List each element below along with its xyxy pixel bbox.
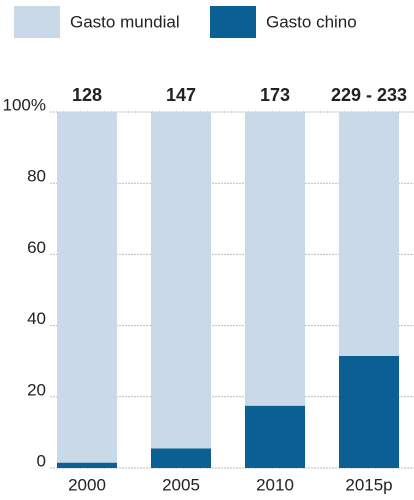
y-tick-label: 0 bbox=[37, 451, 46, 470]
bar-segment bbox=[339, 112, 399, 356]
bar-segment bbox=[245, 405, 305, 468]
y-tick-label: 20 bbox=[27, 380, 46, 399]
bar-label: 173 bbox=[260, 85, 290, 105]
bar-segment bbox=[339, 355, 399, 468]
legend-swatch bbox=[210, 6, 256, 38]
bar-segment bbox=[151, 448, 211, 468]
y-tick-label: 80 bbox=[27, 167, 46, 186]
legend-label: Gasto chino bbox=[266, 12, 357, 31]
bar-segment bbox=[151, 112, 211, 449]
bar-label: 147 bbox=[166, 85, 196, 105]
bar-label: 128 bbox=[72, 85, 102, 105]
x-tick-label: 2005 bbox=[162, 475, 200, 494]
bar-label: 229 - 233 bbox=[331, 85, 407, 105]
x-tick-label: 2000 bbox=[68, 475, 106, 494]
x-tick-label: 2010 bbox=[256, 475, 294, 494]
y-tick-label: 100% bbox=[3, 95, 46, 114]
y-tick-label: 40 bbox=[27, 309, 46, 328]
bar-segment bbox=[57, 112, 117, 463]
y-tick-label: 60 bbox=[27, 238, 46, 257]
bar-segment bbox=[57, 462, 117, 468]
bar-segment bbox=[245, 112, 305, 406]
x-tick-label: 2015p bbox=[345, 475, 392, 494]
legend-swatch bbox=[14, 6, 60, 38]
legend-label: Gasto mundial bbox=[70, 12, 180, 31]
